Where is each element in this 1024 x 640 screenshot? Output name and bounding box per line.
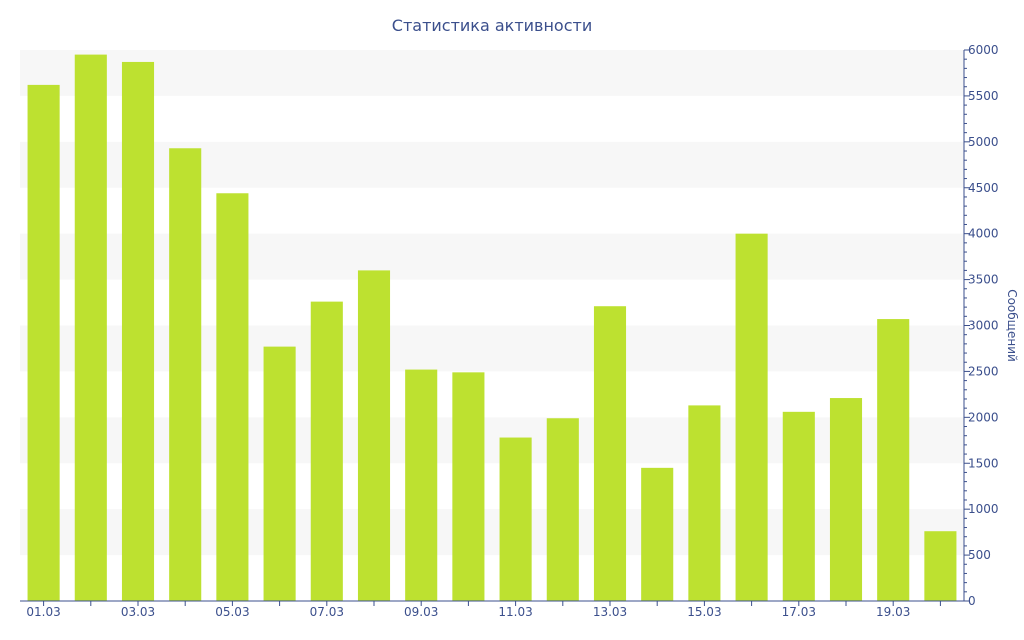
x-tick-label: 11.03 xyxy=(498,605,532,619)
bar-19.03 xyxy=(877,319,910,601)
y-tick-label: 5500 xyxy=(968,89,999,103)
bar-08.03 xyxy=(357,270,391,601)
bar-15.03 xyxy=(688,405,721,601)
grid-bands xyxy=(20,50,964,556)
bar-07.03 xyxy=(310,301,343,601)
bar-20.03 xyxy=(924,531,957,601)
bar-17.03 xyxy=(782,411,815,601)
ticks-group: 0 500 1000 1500 2000 2500 3000 3500 4000 4500 5000… xyxy=(26,43,998,619)
y-tick-label: 2000 xyxy=(968,410,999,424)
grid-band xyxy=(20,325,964,372)
bar-13.03 xyxy=(593,306,627,601)
x-tick-label: 05.03 xyxy=(215,605,249,619)
x-tick-label: 15.03 xyxy=(687,605,721,619)
x-tick-label: 03.03 xyxy=(121,605,155,619)
bar-16.03 xyxy=(735,233,768,601)
bar-03.03 xyxy=(121,61,155,601)
y-tick-label: 4000 xyxy=(968,227,999,241)
y-axis-label: Сообщений xyxy=(1005,289,1019,362)
bar-14.03 xyxy=(641,467,674,601)
bar-01.03 xyxy=(27,84,60,601)
x-tick-label: 09.03 xyxy=(404,605,438,619)
bar-11.03 xyxy=(499,437,532,601)
y-tick-label: 6000 xyxy=(968,43,999,57)
x-tick-label: 17.03 xyxy=(782,605,816,619)
bars-group xyxy=(27,54,957,602)
bar-05.03 xyxy=(216,193,249,601)
y-tick-label: 3000 xyxy=(968,319,999,333)
bar-04.03 xyxy=(169,148,202,602)
y-tick-label: 0 xyxy=(968,594,976,608)
y-tick-label: 1000 xyxy=(968,502,999,516)
grid-band xyxy=(20,50,964,96)
chart-title: Статистика активности xyxy=(392,16,592,35)
y-tick-label: 1500 xyxy=(968,456,999,470)
grid-band xyxy=(20,417,964,464)
bar-06.03 xyxy=(263,346,296,601)
bar-12.03 xyxy=(546,418,579,601)
y-tick-label: 5000 xyxy=(968,135,999,149)
x-tick-label: 07.03 xyxy=(310,605,344,619)
x-tick-label: 19.03 xyxy=(876,605,910,619)
bar-18.03 xyxy=(829,398,863,601)
y-tick-label: 3500 xyxy=(968,273,999,287)
x-tick-label: 13.03 xyxy=(593,605,627,619)
y-tick-label: 4500 xyxy=(968,181,999,195)
grid-band xyxy=(20,141,964,188)
bar-02.03 xyxy=(74,54,107,601)
grid-band xyxy=(20,233,964,280)
y-tick-label: 2500 xyxy=(968,364,999,378)
grid-band xyxy=(20,509,964,556)
bar-09.03 xyxy=(405,369,438,601)
bar-10.03 xyxy=(452,372,485,601)
y-tick-label: 500 xyxy=(968,548,991,562)
x-tick-label: 01.03 xyxy=(26,605,60,619)
